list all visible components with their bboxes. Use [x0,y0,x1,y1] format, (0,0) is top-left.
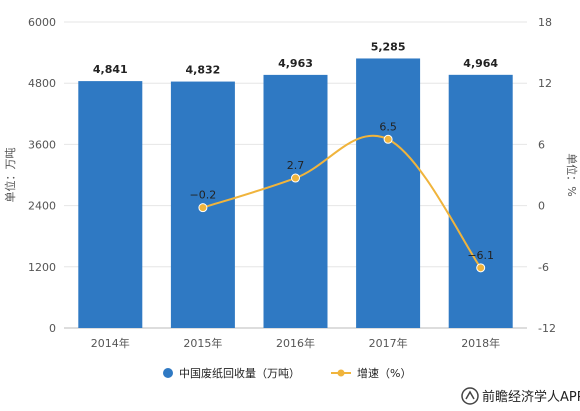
watermark: 前瞻经济学人APP [461,387,580,405]
x-axis-ticks: 2014年 2015年 2016年 2017年 2018年 [64,327,527,350]
left-axis-tick-label: 4800 [28,77,56,90]
right-axis-tick-label: 12 [538,77,552,90]
bar-value-label: 4,841 [93,63,128,76]
bar [263,74,328,329]
bar-value-label: 5,285 [371,40,406,53]
legend-bar-marker [163,368,173,378]
right-axis-tick-label: 6 [538,138,545,151]
growth-point [291,173,300,183]
legend-line-label: 增速（%） [357,366,411,380]
left-axis-tick-label: 2400 [28,200,56,213]
bars: 4,841 4,832 4,963 5,285 4,964 [78,40,513,329]
left-axis-tick-label: 1200 [28,261,56,274]
growth-point [383,134,393,144]
watermark-logo-icon-mark [465,390,475,400]
x-axis-tick-label: 2014年 [91,336,130,350]
legend-bar-label: 中国废纸回收量（万吨） [179,366,300,380]
growth-value-label: −0.2 [190,189,217,202]
bar-value-label: 4,832 [186,64,221,77]
x-axis-tick-label: 2017年 [369,336,408,350]
right-axis-tick-label: -12 [538,322,556,335]
bar-value-label: 4,963 [278,57,313,70]
legend: 中国废纸回收量（万吨） 增速（%） [163,366,411,380]
growth-value-label: 2.7 [287,159,305,172]
bar [448,74,513,328]
right-axis-tick-label: -6 [538,261,549,274]
right-axis-title: 单位：% [565,153,579,196]
right-axis-tick-label: 18 [538,16,552,29]
bar-value-label: 4,964 [463,57,498,70]
growth-value-label: 6.5 [379,120,397,133]
growth-line-path [202,134,482,269]
growth-line: −0.2 2.7 6.5 −6.1 [190,120,494,273]
x-axis-tick-label: 2016年 [276,336,315,350]
bar [78,81,143,328]
watermark-text: 前瞻经济学人APP [482,389,580,405]
left-axis-ticks: 0 1200 2400 3600 4800 6000 [28,16,56,335]
growth-value-label: −6.1 [467,249,494,262]
left-axis-title: 单位：万吨 [3,148,17,203]
left-axis-tick-label: 6000 [28,16,56,29]
watermark-logo-icon [461,387,479,405]
left-axis-tick-label: 3600 [28,138,56,151]
right-axis-ticks: -12 -6 0 6 12 18 [538,16,556,335]
growth-point [476,263,486,273]
x-axis-tick-label: 2018年 [461,336,500,350]
bar [356,58,421,329]
growth-point [198,203,208,213]
left-axis-tick-label: 0 [49,322,56,335]
right-axis-tick-label: 0 [538,200,545,213]
x-axis-tick-label: 2015年 [183,336,222,350]
legend-line-marker [337,369,345,377]
